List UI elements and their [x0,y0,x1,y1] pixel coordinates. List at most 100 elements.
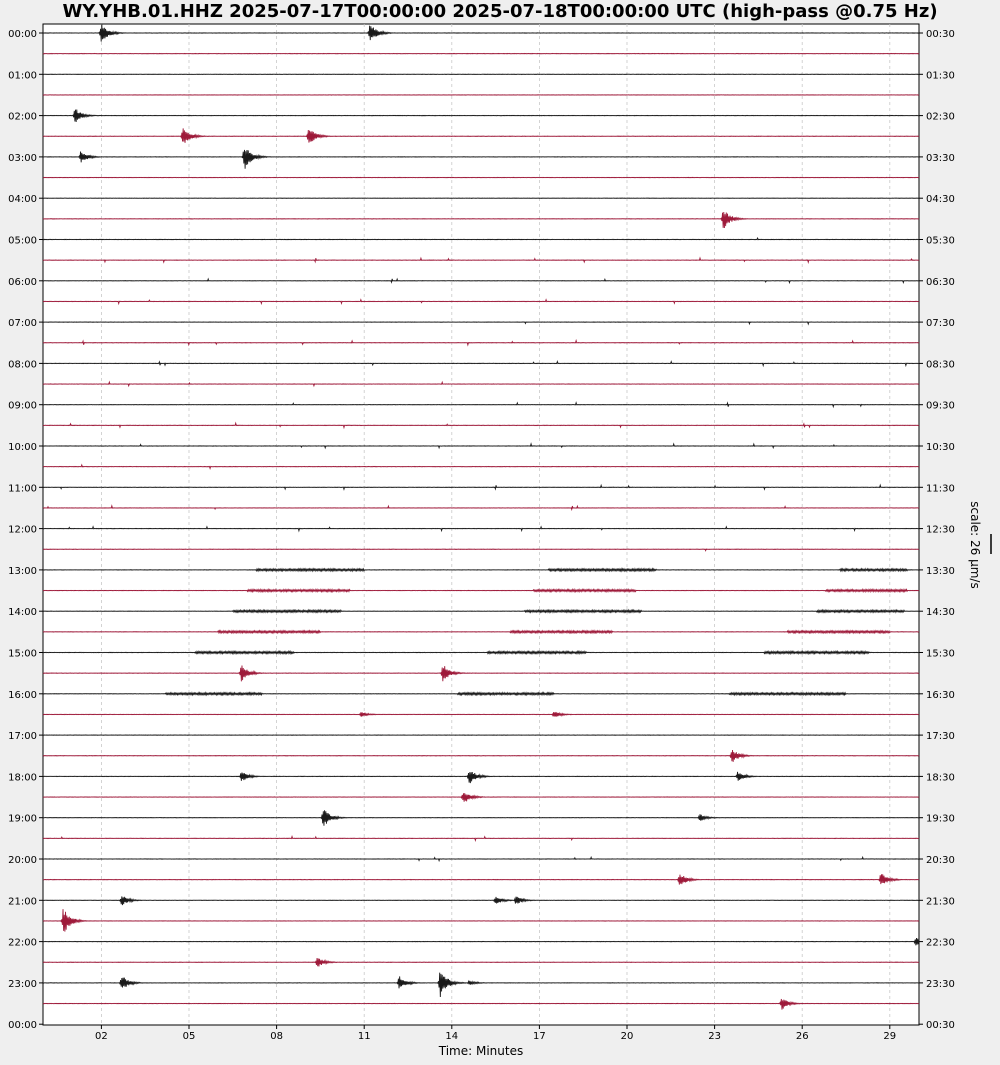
y-tick-label-left: 22:00 [8,938,37,949]
y-tick-label-left: 00:00 [8,29,37,40]
trace-line [42,548,920,552]
y-tick-label-left: 16:00 [8,690,37,701]
y-tick-label-right: 09:30 [926,401,955,412]
trace-line [42,338,920,347]
y-tick-label-right: 04:30 [926,194,955,205]
x-tick-label: 05 [183,1031,196,1042]
y-tick-label-right: 06:30 [926,277,955,288]
trace-line [42,587,920,594]
trace-line [42,380,920,388]
y-tick-label-right: 00:30 [926,29,955,40]
trace-line [42,691,920,697]
x-tick-label: 14 [445,1031,458,1042]
y-tick-label-right: 10:30 [926,442,955,453]
trace-line [42,810,920,826]
trace-line [42,958,920,967]
trace-line [42,649,920,656]
trace-line [42,909,920,932]
trace-line [42,504,920,512]
x-tick-label: 08 [270,1031,283,1042]
y-tick-label-right: 21:30 [926,896,955,907]
y-tick-label-right: 00:30 [926,1020,955,1031]
trace-line [42,665,920,682]
x-tick-label: 11 [358,1031,371,1042]
x-tick-label: 20 [621,1031,634,1042]
trace-line [42,298,920,306]
trace-lines [42,23,920,1010]
y-tick-label-right: 01:30 [926,70,955,81]
x-tick-label: 29 [883,1031,896,1042]
trace-line [42,874,920,885]
trace-line [42,128,920,143]
y-tick-label-left: 05:00 [8,236,37,247]
y-tick-label-left: 21:00 [8,896,37,907]
y-tick-label-left: 09:00 [8,401,37,412]
y-tick-label-left: 20:00 [8,855,37,866]
y-tick-label-left: 10:00 [8,442,37,453]
y-tick-label-right: 08:30 [926,359,955,370]
trace-line [42,972,920,998]
y-tick-label-right: 16:30 [926,690,955,701]
y-tick-label-left: 15:00 [8,649,37,660]
trace-line [42,629,920,635]
y-tick-label-left: 01:00 [8,70,37,81]
y-tick-label-right: 05:30 [926,236,955,247]
trace-line [42,360,920,368]
y-tick-label-left: 17:00 [8,731,37,742]
trace-line [42,483,920,491]
trace-line [42,463,920,470]
y-tick-label-left: 06:00 [8,277,37,288]
trace-line [42,937,920,946]
trace-line [42,998,920,1010]
trace-line [42,256,920,264]
trace-line [42,277,920,285]
trace-line [42,525,920,533]
trace-line [42,749,920,762]
trace-line [42,421,920,430]
trace-line [42,149,920,169]
x-tick-label: 26 [796,1031,809,1042]
trace-line [42,236,920,241]
chart-title: WY.YHB.01.HHZ 2025-07-17T00:00:00 2025-0… [62,1,938,22]
y-tick-label-left: 04:00 [8,194,37,205]
trace-line [42,211,920,228]
y-tick-label-right: 22:30 [926,938,955,949]
y-tick-label-left: 03:00 [8,153,37,164]
y-tick-label-right: 18:30 [926,772,955,783]
plot-background [42,23,920,1026]
y-tick-label-left: 07:00 [8,318,37,329]
trace-line [42,855,920,863]
grid-lines [39,24,923,1029]
y-tick-label-right: 14:30 [926,607,955,618]
trace-line [42,442,920,450]
y-tick-label-right: 13:30 [926,566,955,577]
y-tick-label-right: 15:30 [926,649,955,660]
y-tick-label-right: 07:30 [926,318,955,329]
trace-line [42,771,920,784]
x-axis-label: Time: Minutes [438,1044,523,1058]
y-tick-label-left: 18:00 [8,772,37,783]
y-tick-label-left: 12:00 [8,525,37,536]
scale-label: scale: 26 μm/s [968,501,982,588]
y-tick-label-right: 12:30 [926,525,955,536]
y-tick-label-left: 00:00 [8,1020,37,1031]
trace-line [42,23,920,42]
trace-line [42,835,920,842]
trace-line [42,896,920,906]
y-tick-label-left: 08:00 [8,359,37,370]
trace-line [42,321,920,326]
trace-line [42,608,920,614]
y-tick-label-left: 02:00 [8,112,37,123]
y-tick-label-left: 23:00 [8,979,37,990]
y-tick-label-right: 19:30 [926,814,955,825]
y-tick-label-right: 20:30 [926,855,955,866]
trace-line [42,109,920,123]
y-tick-label-right: 23:30 [926,979,955,990]
x-tick-label: 23 [708,1031,721,1042]
y-tick-label-left: 13:00 [8,566,37,577]
tick-labels: 02 05 08 11 14 17 20 23 26 29 00:00 01:00 02:00 03:00… [8,29,955,1042]
x-tick-label: 02 [95,1031,108,1042]
y-tick-label-left: 19:00 [8,814,37,825]
y-tick-label-right: 17:30 [926,731,955,742]
